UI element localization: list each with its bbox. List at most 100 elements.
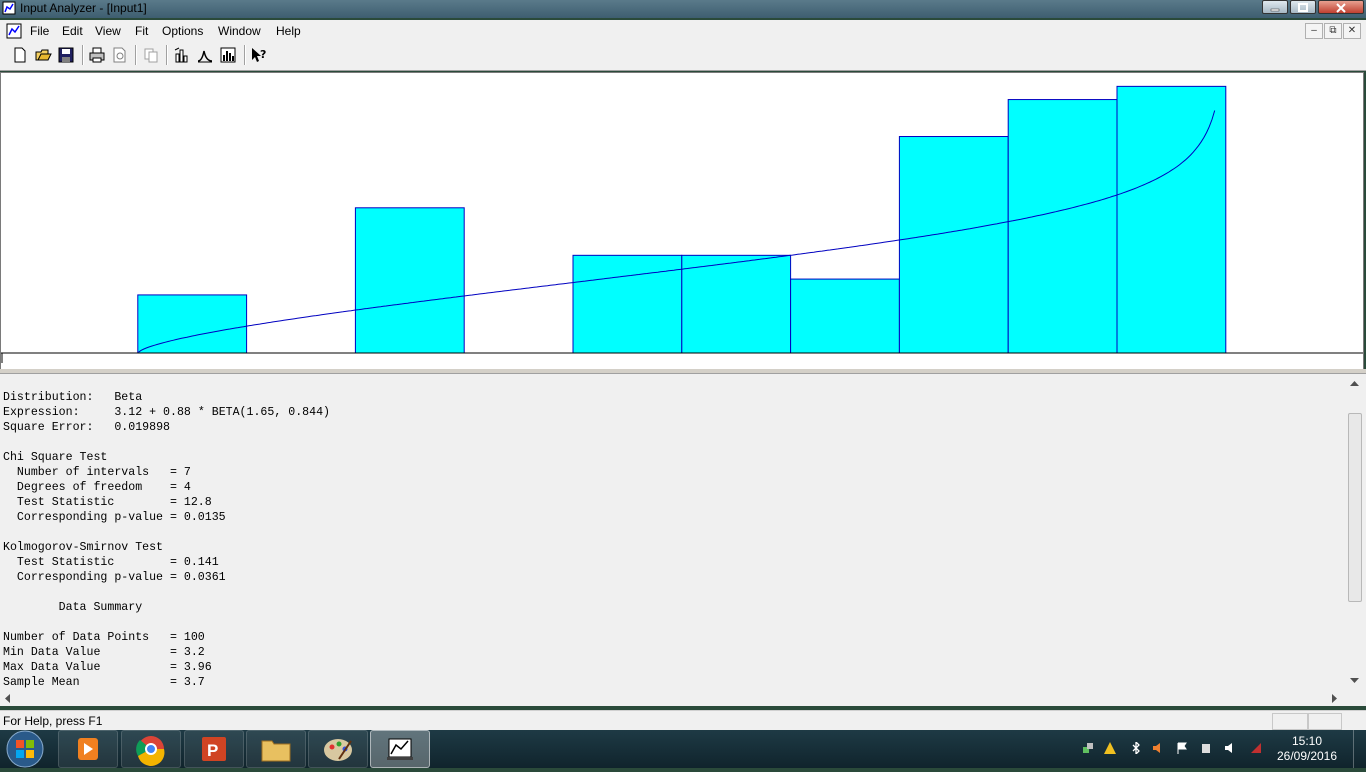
scroll-up-icon[interactable]: [1350, 380, 1359, 386]
chi-stat-line: Test Statistic = 12.8: [3, 496, 212, 509]
histogram-bar: [681, 254, 792, 354]
status-help-text: For Help, press F1: [3, 714, 103, 728]
menu-edit[interactable]: Edit: [62, 24, 83, 38]
histogram-bar: [137, 294, 248, 354]
chi-pvalue-line: Corresponding p-value = 0.0135: [3, 511, 226, 524]
data-points-line: Number of Data Points = 100: [3, 631, 205, 644]
mdi-close-button[interactable]: ✕: [1343, 23, 1361, 39]
clock-time: 15:10: [1291, 734, 1323, 748]
maximize-icon: [1298, 3, 1308, 12]
menu-view[interactable]: View: [95, 24, 121, 38]
menu-options[interactable]: Options: [162, 24, 204, 38]
maximize-button[interactable]: [1290, 0, 1316, 14]
min-value-line: Min Data Value = 3.2: [3, 646, 205, 659]
taskbar: P 15:10 26/09/2016: [0, 730, 1366, 768]
histogram-pane: [0, 72, 1364, 370]
taskbar-paint[interactable]: [308, 730, 368, 768]
open-icon[interactable]: [34, 46, 52, 64]
tray-bluetooth-icon[interactable]: [1130, 742, 1142, 754]
tray-flag-icon[interactable]: [1176, 742, 1188, 754]
start-orb-icon[interactable]: [4, 729, 46, 769]
toolbar-separator: [135, 45, 137, 65]
taskbar-media-player[interactable]: [58, 730, 118, 768]
expression-label: Expression:: [3, 406, 80, 419]
distribution-icon[interactable]: [196, 46, 214, 64]
explorer-icon: [261, 740, 291, 762]
clock-date: 26/09/2016: [1276, 749, 1338, 763]
data-summary-title: Data Summary: [3, 601, 143, 614]
toolbar: ?: [0, 42, 1366, 71]
ks-stat-line: Test Statistic = 0.141: [3, 556, 219, 569]
histogram-bar: [572, 254, 683, 354]
histogram-bar: [1007, 99, 1118, 354]
status-cell: [1308, 713, 1342, 730]
expression-value: 3.12 + 0.88 * BETA(1.65, 0.844): [114, 406, 331, 419]
powerpoint-icon: P: [202, 737, 226, 761]
title-bar[interactable]: Input Analyzer - [Input1]: [0, 0, 1366, 18]
square-error-label: Square Error:: [3, 421, 94, 434]
tray-volume-alt-icon[interactable]: [1152, 742, 1164, 754]
chi-dof-line: Degrees of freedom = 4: [3, 481, 191, 494]
print-icon[interactable]: [88, 46, 106, 64]
scroll-left-icon[interactable]: [4, 694, 10, 703]
toolbar-separator: [244, 45, 246, 65]
distribution-value: Beta: [114, 391, 143, 404]
mdi-minimize-button[interactable]: –: [1305, 23, 1323, 39]
toolbar-separator: [166, 45, 168, 65]
fit-data-icon[interactable]: [173, 46, 191, 64]
new-icon[interactable]: [11, 46, 29, 64]
menu-fit[interactable]: Fit: [135, 24, 149, 38]
minimize-button[interactable]: [1262, 0, 1288, 14]
expression-line: Expression: 3.12 + 0.88 * BETA(1.65, 0.8…: [3, 405, 330, 420]
tray-network-icon[interactable]: [1082, 742, 1094, 754]
print-preview-icon[interactable]: [111, 46, 129, 64]
copy-icon[interactable]: [142, 46, 160, 64]
svg-text:?: ?: [260, 48, 266, 61]
close-icon: [1336, 3, 1346, 13]
tray-signal-icon[interactable]: [1250, 742, 1262, 754]
taskbar-input-analyzer[interactable]: [370, 730, 430, 768]
vertical-scrollbar[interactable]: [1347, 376, 1362, 690]
chrome-icon: [136, 736, 165, 766]
status-cell: [1272, 713, 1308, 730]
tray-device-icon[interactable]: [1200, 742, 1212, 754]
square-error-line: Square Error: 0.019898: [3, 420, 330, 435]
report-pane: Distribution: Beta Expression: 3.12 + 0.8…: [0, 373, 1366, 706]
window-title: Input Analyzer - [Input1]: [20, 1, 147, 15]
distribution-label: Distribution:: [3, 391, 94, 404]
toolbar-separator: [82, 45, 84, 65]
scroll-down-icon[interactable]: [1350, 678, 1359, 684]
horizontal-scrollbar[interactable]: [0, 690, 1346, 705]
menu-help[interactable]: Help: [276, 24, 301, 38]
histogram-bar: [790, 278, 900, 354]
histogram-bar: [354, 207, 465, 354]
ks-pvalue-line: Corresponding p-value = 0.0361: [3, 571, 226, 584]
tray-speaker-icon[interactable]: [1224, 742, 1236, 754]
taskbar-clock[interactable]: 15:10 26/09/2016: [1272, 734, 1342, 764]
pane-splitter[interactable]: [0, 369, 1366, 373]
max-value-line: Max Data Value = 3.96: [3, 661, 212, 674]
scroll-right-icon[interactable]: [1332, 694, 1338, 703]
taskbar-chrome[interactable]: [121, 730, 181, 768]
histogram-bar: [898, 136, 1009, 354]
menu-file[interactable]: File: [30, 24, 50, 38]
minimize-icon: [1270, 8, 1280, 12]
close-button[interactable]: [1318, 0, 1364, 14]
square-error-value: 0.019898: [114, 421, 170, 434]
save-icon[interactable]: [57, 46, 75, 64]
document-icon[interactable]: [6, 23, 22, 39]
tray-warning-icon[interactable]: [1104, 742, 1116, 754]
mdi-restore-button[interactable]: ⧉: [1324, 23, 1342, 39]
taskbar-explorer[interactable]: [246, 730, 306, 768]
menu-window[interactable]: Window: [218, 24, 261, 38]
context-help-icon[interactable]: ?: [250, 46, 268, 64]
scroll-thumb[interactable]: [1348, 413, 1362, 602]
show-desktop-button[interactable]: [1353, 730, 1366, 768]
menu-bar: File Edit View Fit Options Window Help –…: [0, 20, 1366, 43]
mdi-close-icon: ✕: [1347, 25, 1357, 36]
histogram-icon[interactable]: [219, 46, 237, 64]
ks-title: Kolmogorov-Smirnov Test: [3, 541, 164, 554]
taskbar-powerpoint[interactable]: P: [184, 730, 244, 768]
input-analyzer-icon: [387, 738, 413, 760]
status-bar: For Help, press F1: [0, 710, 1366, 731]
